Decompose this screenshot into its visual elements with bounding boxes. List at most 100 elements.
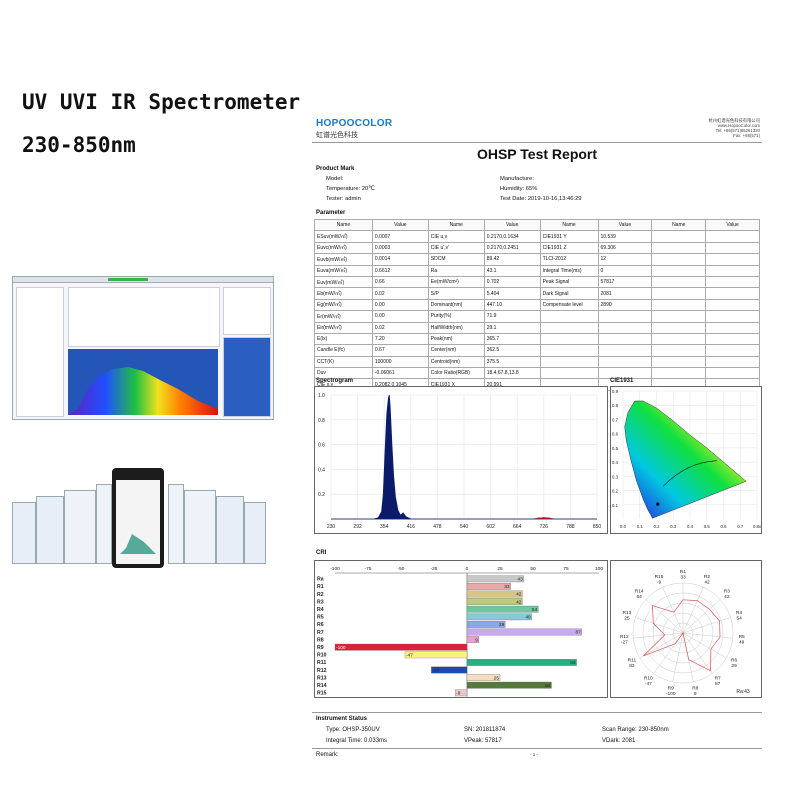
page-number: - 1 - (530, 752, 539, 757)
table-cell: Euvc(mW/㎡) (314, 241, 373, 255)
hero-title: UV UVI IR Spectrometer (22, 90, 301, 114)
table-cell: CIE u',v' (427, 241, 485, 255)
humidity-field: Humidity: 65% (500, 186, 538, 192)
table-cell: TLCI-2012 (539, 253, 599, 266)
x-tick-label: -75 (365, 566, 372, 572)
x-tick-label: -25 (431, 566, 438, 572)
table-row: Eg(mW/㎡) 0.00 Dominant(nm) 447.10 Compensate… (314, 298, 760, 312)
table-cell (651, 298, 707, 312)
report-title: OHSP Test Report (476, 146, 598, 162)
category-label: R6 (317, 622, 324, 628)
x-tick-label: 75 (563, 566, 569, 572)
table-cell (651, 287, 707, 300)
category-label: Ra (317, 577, 324, 583)
table-cell: 0.6612 (371, 264, 429, 277)
table-cell (597, 344, 653, 357)
x-tick-label: 478 (433, 524, 442, 530)
table-cell: 0.0007 (371, 230, 429, 243)
radar-value: 49 (739, 640, 745, 646)
software-screenshot (12, 276, 274, 420)
table-cell: Purity(%) (427, 310, 485, 323)
x-tick-label: 230 (327, 524, 336, 530)
y-tick-label: 0.4 (318, 467, 325, 473)
data-label: 29 (499, 622, 505, 628)
spectrogram-chart: 0.2 0.4 0.6 0.8 1.0 230 292 354 416 478 540 602 664 7… (314, 386, 608, 534)
y-tick-label: 0.4 (612, 460, 619, 465)
x-tick-label: 602 (486, 524, 495, 530)
radar-spoke (682, 617, 731, 634)
logo-subtext: 虹谱光色科技 (316, 132, 358, 139)
table-cell: 0.02 (371, 287, 429, 300)
table-cell (705, 287, 760, 300)
radar-label: R15 (655, 574, 664, 580)
instrument-sn: SN: 201811874 (464, 727, 506, 733)
table-cell (539, 367, 599, 380)
table-cell: 69.306 (597, 241, 653, 255)
radar-label: R6 (731, 658, 737, 664)
data-label: 25 (494, 675, 500, 681)
cri-bar (466, 590, 523, 598)
table-row: Candle E(fc) 0.67 Center(nm) 362.5 (314, 344, 760, 357)
category-label: R2 (317, 592, 324, 598)
table-cell: 0.0014 (371, 253, 429, 266)
radar-spoke (662, 587, 684, 634)
cie-svg: 0.1 0.2 0.3 0.4 0.5 0.6 0.7 0.8 0.9 0.0 0.1 0.2 0.3 0… (612, 389, 761, 529)
contact-line: Tel: +86(571)85261320 (715, 128, 760, 133)
cri-bar (404, 651, 468, 659)
company-logo: HOPOOCOLOR 虹谱光色科技 (316, 118, 392, 140)
table-row: ESuv(mW/㎡) 0.0007 CIE u,v 0.2170,0.1634 CIE1… (314, 230, 760, 243)
table-cell: 10.539 (597, 230, 653, 243)
table-cell (539, 344, 599, 357)
radar-value: -9 (657, 580, 662, 586)
data-label: 83 (570, 660, 576, 666)
table-cell: 0.702 (483, 275, 541, 289)
table-cell: Ee(mW/cm²) (427, 275, 485, 289)
radar-label: R7 (715, 676, 721, 682)
radar-value: 83 (629, 663, 635, 669)
table-cell: 365.7 (483, 332, 541, 346)
table-cell: 2890 (597, 298, 653, 312)
radar-polygon (643, 599, 721, 672)
table-cell (705, 230, 760, 243)
radar-value: 64 (636, 594, 642, 600)
x-tick-label: 664 (513, 524, 522, 530)
product-mark-heading: Product Mark (316, 166, 355, 172)
cri-bar (466, 674, 501, 681)
table-cell: 12 (597, 253, 653, 266)
vdark: VDark: 2081 (602, 738, 636, 744)
table-cell (705, 332, 760, 346)
radar-label: R8 (692, 686, 698, 692)
cri-bar-chart: -100 -75 -50 -25 0 25 50 75 100 Ra 43 R1 33 R2 42 R3 42 R… (314, 560, 608, 698)
table-cell: 7.20 (371, 332, 429, 346)
table-cell: Euva(mW/㎡) (314, 264, 373, 277)
table-cell: Peak(nm) (427, 332, 485, 346)
spectrogram-heading: Spectrogram (316, 378, 354, 384)
x-tick-label: 0.5 (704, 524, 711, 529)
radar-label: R10 (644, 676, 653, 682)
cri-bar (466, 613, 532, 621)
table-row: Eb(mW/㎡) 0.02 S/P 5.404 Dark Signal 2081 (314, 287, 760, 300)
table-cell (651, 321, 707, 334)
y-tick-label: 0.6 (612, 432, 619, 437)
cri-heading: CRI (316, 550, 327, 556)
table-cell: HalfWidth(nm) (427, 321, 485, 334)
y-tick-label: 0.2 (318, 492, 325, 498)
x-tick-label: 0.3 (670, 524, 677, 529)
table-header: Name (427, 218, 485, 232)
table-cell: -0.06061 (371, 367, 429, 380)
contact-info: 杭州虹谱光色科技有限公司 www.HopooColor.com Tel: +86… (708, 118, 760, 138)
radar-value: 87 (715, 681, 721, 687)
data-label: 64 (545, 683, 551, 689)
table-cell: 71.9 (483, 310, 541, 323)
table-cell: 362.5 (483, 344, 541, 357)
manufacture-field: Manufacture: (500, 176, 534, 182)
radar-value: -100 (666, 691, 676, 697)
category-label: R10 (317, 653, 327, 659)
x-tick-label: 292 (353, 524, 362, 530)
x-tick-label: 0.8x (753, 524, 761, 529)
table-cell: 0.2170,0.2451 (483, 241, 541, 255)
table-header: Value (705, 218, 760, 232)
table-cell: 0 (597, 264, 653, 277)
data-label: 33 (504, 584, 510, 590)
instrument-type: Type: OHSP-350UV (326, 727, 380, 733)
